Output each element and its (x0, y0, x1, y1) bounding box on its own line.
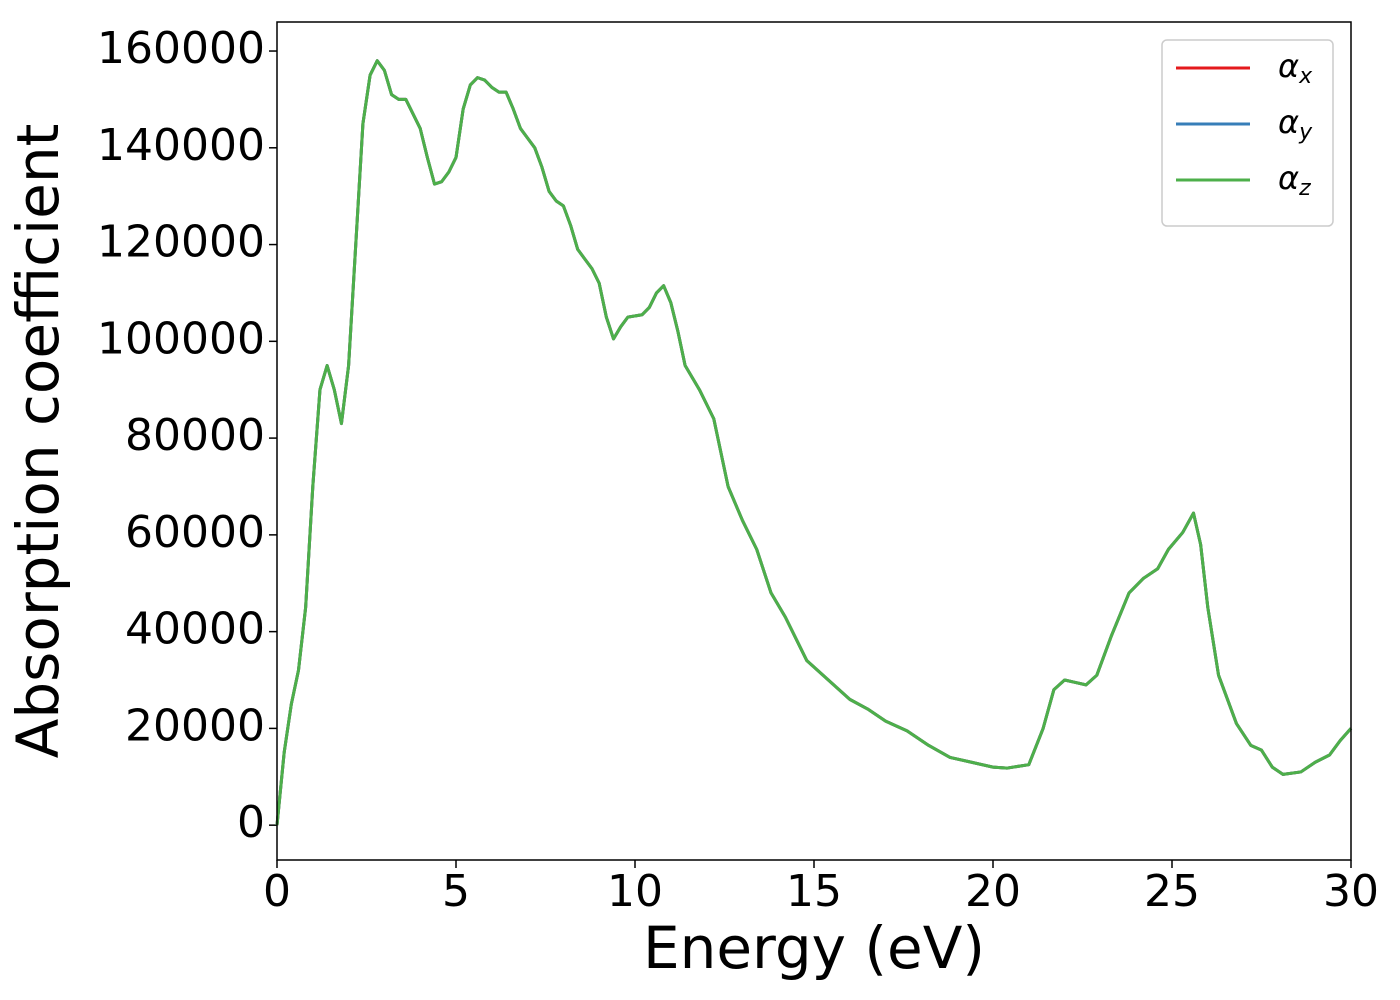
y-tick-label: 140000 (97, 120, 265, 171)
legend-label: αz (1278, 159, 1311, 201)
y-tick-label: 160000 (97, 23, 265, 74)
x-tick-label: 25 (1144, 866, 1200, 917)
y-tick-label: 100000 (97, 313, 265, 364)
legend-label: αx (1278, 47, 1313, 89)
y-tick-label: 40000 (125, 604, 265, 655)
data-line (275, 59, 1353, 826)
x-tick-label: 20 (965, 866, 1021, 917)
x-tick-label: 15 (786, 866, 842, 917)
x-tick-label: 10 (607, 866, 663, 917)
y-tick-label: 60000 (125, 507, 265, 558)
x-axis-label: Energy (eV) (643, 914, 985, 982)
y-tick-label: 80000 (125, 410, 265, 461)
y-tick-label: 20000 (125, 700, 265, 751)
legend: αx αy αz (1161, 39, 1334, 227)
x-tick-label: 0 (263, 866, 291, 917)
x-tick-label: 30 (1323, 866, 1379, 917)
plot-frame (276, 21, 1352, 861)
x-tick-label: 5 (442, 866, 470, 917)
legend-label: αy (1278, 103, 1313, 145)
y-tick-label: 0 (237, 797, 265, 848)
y-tick-label: 120000 (97, 217, 265, 268)
y-axis-label: Absorption coefficient (4, 124, 72, 759)
